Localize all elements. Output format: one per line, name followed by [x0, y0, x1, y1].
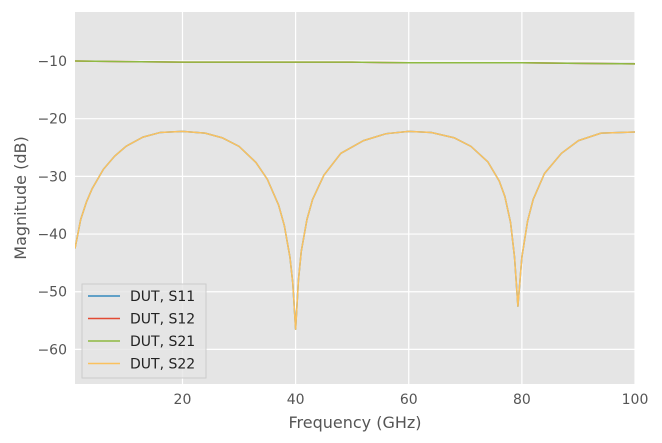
x-tick-label: 60 — [400, 392, 418, 408]
legend-label: DUT, S12 — [130, 312, 195, 328]
y-tick-label: −40 — [37, 227, 67, 243]
legend-label: DUT, S21 — [130, 334, 195, 350]
series-lines — [75, 60, 635, 330]
series-line — [75, 60, 635, 65]
x-tick-label: 80 — [513, 392, 531, 408]
y-tick-label: −30 — [37, 169, 67, 185]
y-tick-label: −20 — [37, 112, 67, 128]
x-axis-label: Frequency (GHz) — [288, 413, 421, 432]
y-tick-label: −10 — [37, 54, 67, 70]
x-tick-label: 20 — [174, 392, 192, 408]
series-line — [75, 130, 635, 330]
tick-labels: 20 40 60 80 100 −10 −20 −30 −40 −50 −60 — [37, 54, 648, 408]
y-tick-label: −50 — [37, 285, 67, 301]
legend: DUT, S11 DUT, S12 DUT, S21 DUT, S22 — [81, 283, 207, 379]
legend-label: DUT, S22 — [130, 357, 195, 373]
legend-label: DUT, S11 — [130, 289, 195, 305]
x-tick-label: 40 — [287, 392, 305, 408]
legend-box — [81, 283, 207, 379]
grid — [75, 12, 636, 384]
y-tick-label: −60 — [37, 342, 67, 358]
x-tick-label: 100 — [622, 392, 649, 408]
y-axis-label: Magnitude (dB) — [11, 136, 30, 259]
